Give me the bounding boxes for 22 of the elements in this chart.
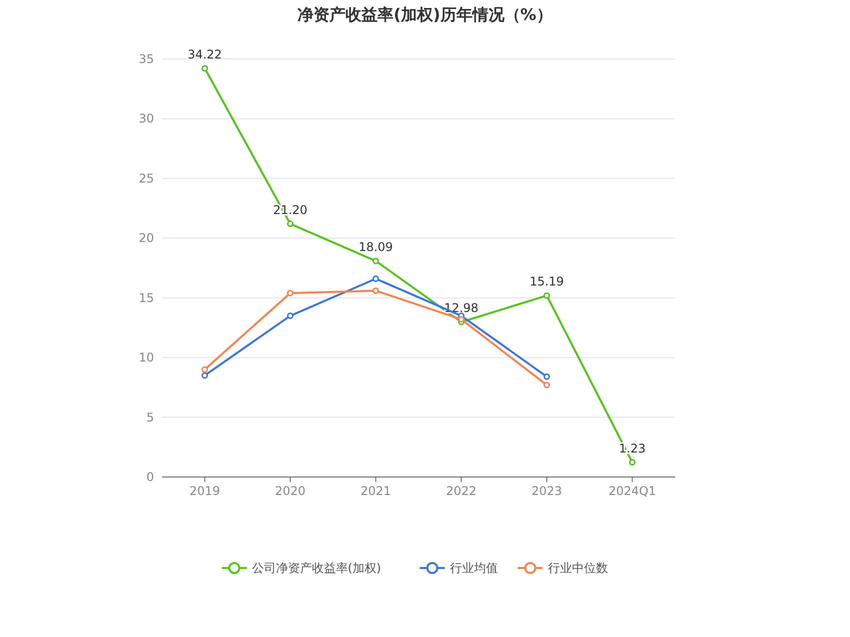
- y-tick-label: 0: [146, 470, 154, 484]
- chart-title: 净资产收益率(加权)历年情况（%）: [298, 5, 552, 24]
- y-tick-label: 30: [138, 112, 154, 126]
- y-tick-label: 10: [138, 350, 154, 365]
- y-tick-label: 20: [138, 231, 154, 246]
- x-tick-label: 2023: [531, 484, 562, 498]
- x-tick-label: 2022: [446, 484, 477, 498]
- x-tick-label: 2019: [189, 484, 220, 498]
- data-label: 15.19: [530, 274, 564, 289]
- y-tick-label: 15: [138, 290, 154, 305]
- y-tick-label: 25: [138, 171, 154, 186]
- x-tick-label: 2020: [274, 484, 306, 498]
- legend-label: 行业中位数: [548, 561, 608, 575]
- data-label: 34.22: [188, 47, 222, 62]
- y-tick-label: 35: [138, 52, 154, 66]
- data-label: 12.98: [444, 300, 478, 315]
- legend-label: 公司净资产收益率(加权): [252, 561, 382, 575]
- y-tick-label: 5: [146, 410, 154, 424]
- x-tick-label: 2021: [360, 484, 392, 498]
- x-tick-label: 2024Q1: [608, 484, 656, 498]
- legend-label: 行业均值: [450, 561, 498, 575]
- data-label: 18.09: [358, 240, 393, 254]
